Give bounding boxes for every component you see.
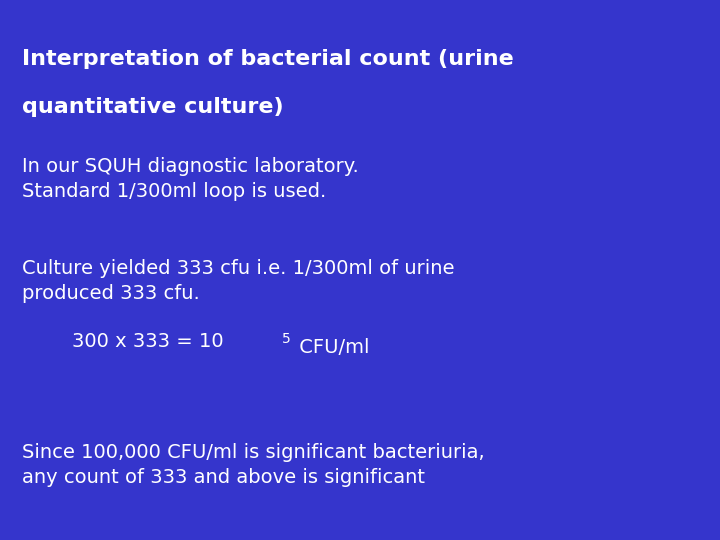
Text: quantitative culture): quantitative culture)	[22, 97, 283, 117]
Text: 300 x 333 = 10: 300 x 333 = 10	[22, 332, 223, 351]
Text: In our SQUH diagnostic laboratory.
Standard 1/300ml loop is used.: In our SQUH diagnostic laboratory. Stand…	[22, 157, 359, 200]
Text: 5: 5	[282, 332, 290, 346]
Text: Interpretation of bacterial count (urine: Interpretation of bacterial count (urine	[22, 49, 513, 69]
Text: Since 100,000 CFU/ml is significant bacteriuria,
any count of 333 and above is s: Since 100,000 CFU/ml is significant bact…	[22, 443, 485, 487]
Text: CFU/ml: CFU/ml	[293, 338, 369, 357]
Text: Culture yielded 333 cfu i.e. 1/300ml of urine
produced 333 cfu.: Culture yielded 333 cfu i.e. 1/300ml of …	[22, 259, 454, 303]
